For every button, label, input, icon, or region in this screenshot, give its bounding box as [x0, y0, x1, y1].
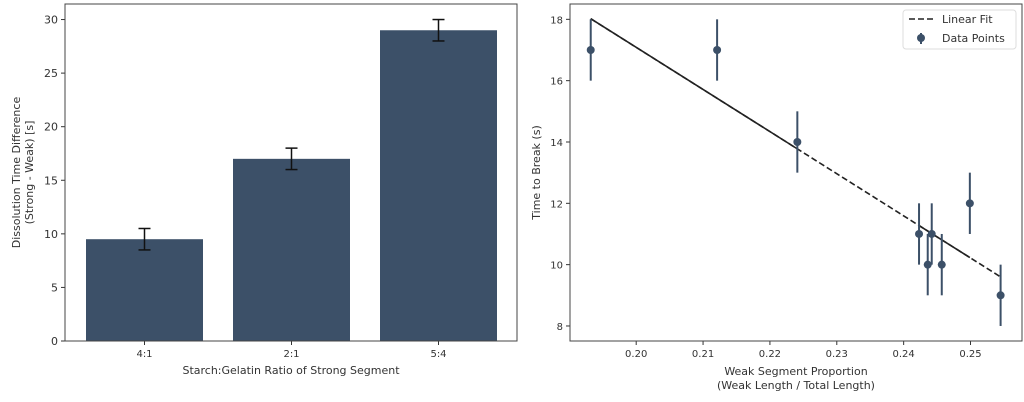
y-tick-label: 16: [550, 77, 563, 88]
y-tick-label: 30: [44, 14, 58, 27]
y-tick-label: 25: [44, 67, 58, 80]
x-tick-label: 0.22: [759, 349, 781, 360]
axes-frame: [569, 3, 1023, 342]
linear-fit-solid-segment: [918, 224, 971, 259]
y-tick-label: 10: [550, 261, 563, 272]
x-tick-label: 4:1: [136, 349, 152, 360]
data-point: [937, 260, 946, 269]
x-tick-label: 0.20: [625, 349, 647, 360]
legend-label-linear-fit: Linear Fit: [942, 13, 993, 26]
data-point: [996, 291, 1005, 300]
bar-5:4: [380, 30, 497, 342]
data-point: [915, 229, 924, 238]
x-tick-label: 2:1: [283, 349, 299, 360]
y-tick-label: 5: [51, 281, 58, 294]
y-tick-label: 14: [550, 138, 563, 149]
linear-fit-solid-segment: [590, 18, 798, 150]
data-point: [713, 45, 722, 54]
data-point: [965, 199, 974, 208]
x-tick-label: 5:4: [430, 349, 446, 360]
x-tick-label: 0.23: [826, 349, 848, 360]
y-tick-label: 18: [550, 15, 563, 26]
axes-frame: [64, 3, 518, 342]
x-axis-label: (Weak Length / Total Length): [717, 379, 875, 392]
y-axis-label: Time to Break (s): [530, 125, 543, 220]
y-axis-label: Dissolution Time Difference: [10, 97, 23, 249]
bar-4:1: [86, 239, 203, 341]
x-tick-label: 0.25: [959, 349, 981, 360]
y-tick-label: 10: [44, 228, 58, 241]
y-tick-label: 20: [44, 121, 58, 134]
legend-label-data-points: Data Points: [942, 32, 1005, 45]
y-tick-label: 15: [44, 174, 58, 187]
legend-point-swatch: [917, 34, 925, 42]
y-tick-label: 0: [51, 335, 58, 348]
bar-2:1: [233, 158, 350, 341]
x-axis-label: Weak Segment Proportion: [724, 365, 867, 378]
y-tick-label: 12: [550, 199, 563, 210]
data-point: [586, 45, 595, 54]
data-point: [793, 137, 802, 146]
data-point: [923, 260, 932, 269]
y-axis-label: (Strong - Weak) [s]: [23, 121, 36, 225]
y-tick-label: 8: [557, 322, 563, 333]
x-tick-label: 0.24: [893, 349, 915, 360]
data-point: [927, 229, 936, 238]
x-axis-label: Starch:Gelatin Ratio of Strong Segment: [182, 364, 400, 377]
x-tick-label: 0.21: [692, 349, 714, 360]
